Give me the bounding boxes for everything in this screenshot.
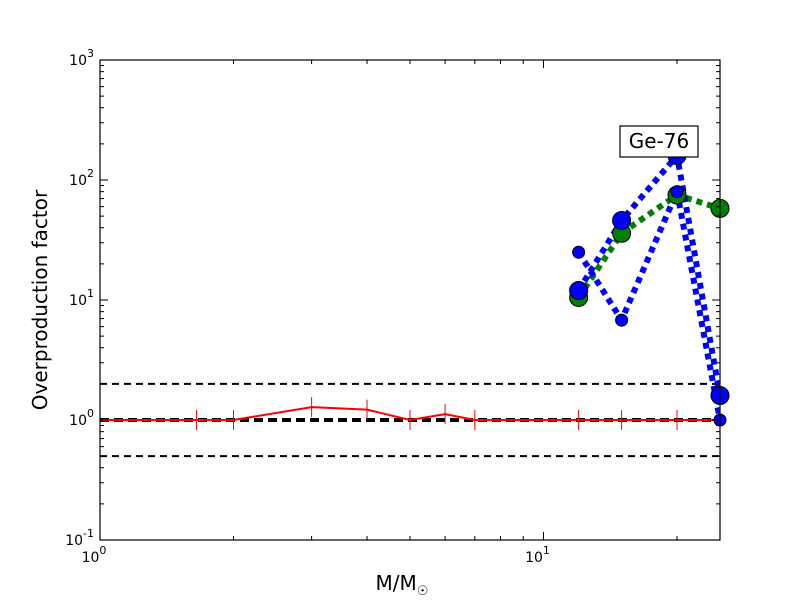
- y-tick-label-1: 100: [69, 407, 94, 429]
- y-tick-label-base: 10: [69, 293, 87, 309]
- y-tick-label-exponent: 3: [87, 47, 94, 60]
- y-tick-label-base: 10: [69, 53, 87, 69]
- x-tick-label-base: 10: [82, 550, 100, 566]
- series-3-point-0: [572, 245, 586, 259]
- y-tick-label-base: 10: [69, 173, 87, 189]
- x-tick-label-exponent: 1: [543, 544, 550, 557]
- series-2-line: [576, 152, 720, 397]
- x-tick-label-exponent: 0: [99, 544, 106, 557]
- x-tick-label-1: 101: [525, 544, 550, 566]
- x-tick-label-0: 100: [82, 544, 107, 566]
- plot-area: [99, 146, 730, 458]
- series-3-point-2: [670, 185, 684, 199]
- y-tick-label-base: 10: [69, 413, 87, 429]
- series-2-point-1: [612, 210, 632, 230]
- y-axis-label: Overproduction factor: [28, 189, 52, 410]
- y-tick-label-3: 102: [69, 167, 94, 189]
- series-1-line: [576, 192, 720, 300]
- y-tick-label-exponent: -1: [83, 527, 94, 540]
- x-axis-label-subscript: ☉: [417, 584, 429, 599]
- y-tick-label-base: 10: [65, 533, 83, 549]
- series-0-line: [100, 406, 720, 421]
- series-3-point-1: [615, 313, 629, 327]
- y-tick-label-4: 103: [69, 47, 94, 69]
- axes-frame: [99, 59, 721, 541]
- x-tick-label-base: 10: [525, 550, 543, 566]
- annotation: Ge-76: [619, 125, 699, 158]
- annotation-box: [619, 125, 699, 158]
- y-tick-label-exponent: 1: [87, 287, 94, 300]
- series-3-line: [576, 188, 720, 421]
- y-tick-label-2: 101: [69, 287, 94, 309]
- y-tick-label-exponent: 0: [87, 407, 94, 420]
- y-tick-label-0: 10-1: [65, 527, 94, 549]
- series-2-point-0: [569, 280, 589, 300]
- x-axis-label: M/M☉: [376, 571, 429, 599]
- annotation-label: Ge-76: [629, 129, 689, 153]
- y-tick-label-exponent: 2: [87, 167, 94, 180]
